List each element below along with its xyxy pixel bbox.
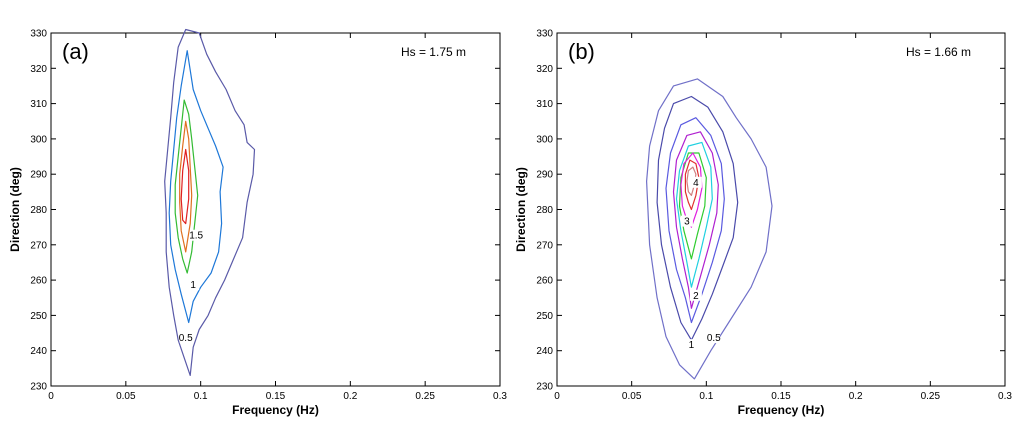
contour-line bbox=[665, 117, 725, 324]
y-tick-label: 230 bbox=[536, 382, 553, 393]
y-tick-label: 330 bbox=[536, 29, 553, 40]
y-tick-label: 290 bbox=[536, 170, 553, 181]
y-tick-label: 300 bbox=[30, 134, 47, 145]
hs-annotation: Hs = 1.75 m bbox=[401, 45, 466, 59]
contour-line bbox=[680, 152, 703, 228]
contour-level-label: 1 bbox=[689, 340, 695, 351]
x-tick-label: 0.2 bbox=[343, 391, 357, 402]
panel-label: (a) bbox=[62, 39, 89, 64]
x-tick-label: 0.2 bbox=[849, 391, 863, 402]
y-axis-label: Direction (deg) bbox=[514, 167, 528, 252]
contour-level-label: 0.5 bbox=[179, 333, 193, 344]
y-tick-label: 260 bbox=[536, 276, 553, 287]
y-tick-label: 230 bbox=[30, 382, 47, 393]
y-tick-label: 260 bbox=[30, 276, 47, 287]
y-tick-label: 240 bbox=[30, 346, 47, 357]
contour-label-background bbox=[190, 229, 203, 241]
y-tick-label: 250 bbox=[30, 311, 47, 322]
y-tick-label: 270 bbox=[536, 240, 553, 251]
y-tick-label: 310 bbox=[30, 99, 47, 110]
x-tick-label: 0.3 bbox=[998, 391, 1012, 402]
contour-line bbox=[168, 50, 224, 324]
x-tick-label: 0.1 bbox=[194, 391, 208, 402]
y-tick-label: 240 bbox=[536, 346, 553, 357]
x-tick-label: 0.15 bbox=[266, 391, 286, 402]
y-axis-label: Direction (deg) bbox=[8, 167, 22, 252]
y-tick-label: 280 bbox=[536, 205, 553, 216]
contour-level-label: 0.5 bbox=[707, 333, 721, 344]
contour-line bbox=[646, 78, 773, 380]
x-tick-label: 0.1 bbox=[699, 391, 713, 402]
hs-annotation: Hs = 1.66 m bbox=[906, 45, 971, 59]
contour-label-background bbox=[689, 289, 702, 301]
contour-line bbox=[656, 95, 739, 341]
contour-label-background bbox=[707, 332, 720, 344]
y-tick-label: 280 bbox=[30, 205, 47, 216]
contour-level-label: 4 bbox=[693, 178, 699, 189]
contour-line bbox=[180, 148, 190, 225]
y-tick-label: 330 bbox=[30, 29, 47, 40]
contour-label-background bbox=[179, 332, 192, 344]
contour-level-label: 2 bbox=[693, 291, 699, 302]
x-axis-label: Frequency (Hz) bbox=[738, 403, 825, 417]
contour-line bbox=[174, 99, 199, 274]
x-tick-label: 0.05 bbox=[622, 391, 642, 402]
x-tick-label: 0.05 bbox=[116, 391, 136, 402]
y-tick-label: 310 bbox=[536, 99, 553, 110]
x-tick-label: 0.25 bbox=[415, 391, 435, 402]
x-tick-label: 0.3 bbox=[493, 391, 507, 402]
y-tick-label: 270 bbox=[30, 240, 47, 251]
contour-line bbox=[684, 159, 700, 211]
contour-label-background bbox=[680, 215, 693, 227]
x-tick-label: 0 bbox=[48, 391, 54, 402]
x-tick-label: 0 bbox=[554, 391, 560, 402]
x-tick-label: 0.25 bbox=[921, 391, 941, 402]
x-axis-label: Frequency (Hz) bbox=[232, 403, 319, 417]
contour-level-label: 1 bbox=[190, 280, 196, 291]
y-tick-label: 320 bbox=[30, 64, 47, 75]
x-tick-label: 0.15 bbox=[771, 391, 791, 402]
contour-line bbox=[675, 141, 713, 288]
plot-area-frame bbox=[50, 32, 501, 387]
contour-label-background bbox=[685, 339, 698, 351]
y-tick-label: 290 bbox=[30, 170, 47, 181]
contour-line bbox=[179, 120, 193, 253]
contour-label-background bbox=[689, 176, 702, 188]
y-tick-label: 320 bbox=[536, 64, 553, 75]
contour-label-background bbox=[187, 279, 200, 291]
contour-level-label: 1.5 bbox=[189, 231, 203, 242]
y-tick-label: 250 bbox=[536, 311, 553, 322]
contour-line bbox=[672, 131, 719, 309]
panel-a: 0 0.05 0.1 0.15 0.2 0.25 0.3 230 240 250 260 270 280… bbox=[8, 29, 507, 418]
contour-line bbox=[164, 28, 256, 376]
panel-b: 0 0.05 0.1 0.15 0.2 0.25 0.3 230 240 250 260 270 280… bbox=[514, 29, 1012, 418]
y-tick-label: 300 bbox=[536, 134, 553, 145]
plot-area-frame bbox=[556, 32, 1006, 387]
panel-label: (b) bbox=[568, 39, 595, 64]
contour-level-label: 3 bbox=[684, 217, 690, 228]
